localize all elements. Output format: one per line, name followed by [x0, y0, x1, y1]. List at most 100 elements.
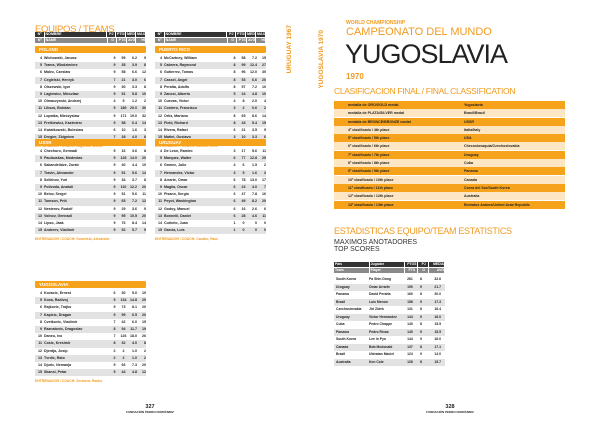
cell: 20 — [142, 184, 146, 189]
cell: 9 — [40, 326, 42, 331]
cell: 9 — [113, 199, 116, 204]
cell: 10 — [38, 99, 42, 104]
table-row: 6 Gomez, Julio 4 6 1.5 2 — [155, 162, 266, 169]
cell: 20 — [142, 305, 146, 310]
cell: 5 — [160, 156, 162, 161]
table-row: 7 Cassel, Angel 8 53 6.6 20 — [155, 76, 266, 84]
cell: Ubiratan Maciel — [369, 352, 395, 356]
place: medalla de BRONCE/BRONZE medal — [348, 119, 411, 124]
cell: 4.8 — [132, 370, 137, 375]
cell: 19.0 — [130, 113, 137, 118]
cell: 1 — [233, 228, 236, 233]
cell: 9 — [160, 91, 162, 96]
cell: 13 — [38, 355, 42, 360]
classification-row: 5º clasificado / 5th place USA — [334, 134, 565, 143]
table-row: 15 Skansi, Petar 9 44 4.8 12 — [35, 369, 146, 377]
column-header: Nº — [155, 38, 164, 43]
cell: 36 — [142, 106, 146, 111]
cell: 9 — [420, 299, 422, 304]
cell: Czechoslovakia — [336, 307, 362, 311]
cell: 9 — [113, 192, 116, 197]
team-name: PUERTO RICO — [155, 46, 266, 53]
cell: 11 — [38, 106, 42, 111]
cell: 6 — [264, 206, 266, 211]
table-row: 8 Peralta, Adolfo 8 57 7.2 10 — [155, 84, 266, 91]
column-header: Nº — [35, 32, 44, 37]
cell: 0 — [255, 228, 257, 233]
cell: 3.3 — [132, 84, 137, 89]
cell: 3.6 — [132, 206, 137, 211]
cell: 110 — [120, 184, 127, 189]
classification-row: 10º clasificado / 10th place Canada — [334, 175, 565, 184]
cell: 94 — [121, 326, 126, 331]
cell: 9 — [113, 177, 116, 182]
table-row: Panama Pedro Rivas 140 9 15.5 — [334, 328, 445, 336]
cell: 10 — [121, 127, 126, 132]
place: medalla de PLATA/SILVER medal — [348, 111, 405, 116]
column-header: NOMBRE — [164, 32, 226, 37]
column-header: G — [418, 268, 429, 273]
cell: 5 — [160, 63, 162, 68]
cell: Panama — [336, 329, 350, 334]
cell: 8 — [144, 135, 146, 140]
cell: 9 — [113, 113, 116, 118]
table-header: Nº NAME G PTS AVG HI — [35, 38, 146, 43]
cell: Pedro Rivas — [369, 329, 389, 334]
cell: Pisano, Sergio — [164, 192, 189, 197]
cell: 4 — [113, 99, 116, 104]
cell: 96 — [241, 70, 246, 75]
cell: 9 — [420, 284, 422, 289]
classification-row: 12º clasificado / 12th place Australia — [334, 192, 565, 201]
cell: 15.7 — [434, 359, 441, 364]
cell: 20 — [262, 77, 266, 82]
table-row: 4 McCartney, William 8 58 7.2 15 — [155, 55, 266, 62]
place: 5º clasificado / 5th place — [348, 136, 390, 141]
cell: 5.7 — [132, 228, 137, 233]
cell: 99 — [241, 63, 246, 68]
cell: 6.6 — [132, 70, 137, 75]
table-row: 10 Cuevas, Victor 4 8 2.0 4 — [155, 98, 266, 105]
cell: Canada — [336, 344, 349, 349]
column-header: HI — [256, 38, 265, 43]
table-row: 11 Peyot, Washington 6 49 8.2 20 — [155, 198, 266, 206]
cell: 9 — [113, 312, 116, 317]
cell: 2 — [242, 106, 245, 111]
cell: 1.2 — [132, 99, 137, 104]
side-label: YUGOSLAVIA 1970 — [318, 30, 325, 89]
column-header: AVG — [246, 38, 256, 43]
player-list: 4 De Leon, Ramiro 3 17 5.6 11 5 Marquez, Walter… — [155, 148, 266, 235]
cell: 26 — [142, 334, 146, 339]
cell: 4.0 — [132, 341, 137, 346]
table-row: 9 Lagiewicz, Mieczlaw 9 51 5.8 10 — [35, 90, 146, 99]
cell: 9 — [144, 56, 146, 60]
cell: 12 — [38, 206, 42, 211]
place: 6º clasificado / 6th place — [348, 144, 390, 149]
cell: 8 — [40, 319, 42, 324]
cell: Panama — [336, 292, 350, 296]
cell: 28 — [241, 213, 246, 218]
team: Brasil/Brazil — [464, 111, 485, 116]
player-list: 4 McCartney, William 8 58 7.2 15 5 Cabrera, Ray… — [155, 55, 266, 142]
cell: 16.0 — [434, 314, 441, 319]
cell: 5 — [122, 99, 125, 104]
cell: 17.3 — [434, 299, 441, 304]
cell: Pedro Chappe — [369, 322, 392, 326]
table-row: 5 Trams, Wlodzimierz 9 35 3.9 8 — [35, 62, 146, 70]
cell: 21 — [241, 127, 246, 132]
cell: Djerdja, Josip — [44, 348, 68, 353]
table-row: 11 Cordero, Francisco 3 2 0.6 2 — [155, 105, 266, 113]
cell: 5 — [40, 298, 42, 303]
column-header: PTS — [237, 38, 246, 43]
cell: 4 — [160, 149, 162, 153]
cell: 21 — [121, 77, 126, 82]
cell: 30 — [121, 84, 126, 89]
cell: 3.9 — [132, 63, 137, 68]
page-footer: 328 FUNDACIÓN PEDRO FERRÁNDIZ — [420, 404, 480, 414]
cell: 11 — [262, 213, 266, 218]
table-row: 9 Raznatovic, Dragoslav 8 94 11.7 19 — [35, 325, 146, 334]
cell: 4.0 — [252, 184, 257, 189]
scorers-title-es: MAXIMOS ANOTADORES — [334, 239, 418, 246]
table-row: 13 Volnov, Gennadi 9 95 10.5 20 — [35, 212, 146, 220]
table-row: 4 Wichowski, Janusz 9 59 6.2 9 — [35, 55, 146, 62]
table-row: 15 Dregier, Zbigniew 7 28 4.0 8 — [35, 134, 146, 142]
